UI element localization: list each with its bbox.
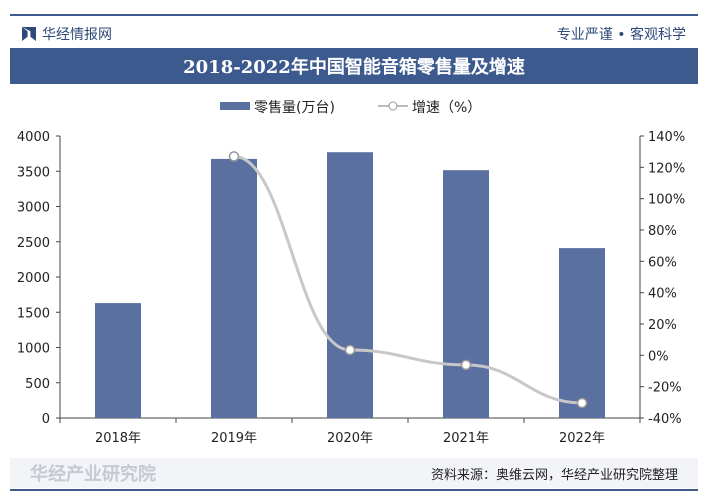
growth-point [576,397,588,409]
brand-name: 华经情报网 [42,27,112,43]
left-tick-label: 3000 [17,201,50,216]
x-tick-label: 2019年 [211,431,257,446]
brand: 华经情报网 [22,24,112,44]
right-tick-label: 0% [648,349,669,364]
x-tick-label: 2021年 [443,431,489,446]
right-tick-label: 60% [648,255,677,270]
growth-point [344,344,356,356]
legend-line-label: 增速（%） [412,100,481,116]
bottom-divider [10,489,698,491]
right-tick-label: 20% [648,318,677,333]
left-tick-label: 500 [25,377,50,392]
footer-bar: 华经产业研究院 资料来源：奥维云网，华经产业研究院整理 [10,458,698,488]
watermark: 华经产业研究院 [30,464,156,485]
bar-2020年 [327,152,373,418]
left-tick-label: 2500 [17,236,50,251]
bar-2018年 [95,303,141,418]
bar-2022年 [559,248,605,418]
growth-point [460,359,472,371]
bar-2019年 [211,158,257,418]
right-tick-label: 100% [648,193,685,208]
right-tick-label: 40% [648,287,677,302]
left-tick-label: 0 [42,412,50,427]
right-tick-label: 80% [648,224,677,239]
right-tick-label: 140% [648,130,685,145]
source-note: 资料来源：奥维云网，华经产业研究院整理 [430,467,678,483]
chart-title: 2018-2022年中国智能音箱零售量及增速 [10,48,698,84]
chart: 0 500 1000 1500 2000 2500 3000 3500 4000 -40% -20%… [17,100,685,446]
right-tick-label: -20% [648,381,682,396]
legend-line-marker [388,101,398,111]
left-tick-label: 1500 [17,306,50,321]
top-divider [10,14,698,16]
slogan: 专业严谨 • 客观科学 [556,27,686,43]
x-tick-label: 2020年 [327,431,373,446]
left-tick-label: 2000 [17,271,50,286]
right-tick-label: -40% [648,412,682,427]
x-tick-label: 2018年 [95,431,141,446]
x-tick-label: 2022年 [559,431,605,446]
left-tick-label: 1000 [17,342,50,357]
growth-point [228,151,240,162]
growth-line [233,154,583,405]
legend-bar-label: 零售量(万台) [254,100,335,116]
right-tick-label: 120% [648,161,685,176]
left-tick-label: 4000 [17,130,50,145]
legend-bar-swatch [220,102,250,110]
bar-2021年 [443,170,489,418]
left-tick-label: 3500 [17,165,50,180]
